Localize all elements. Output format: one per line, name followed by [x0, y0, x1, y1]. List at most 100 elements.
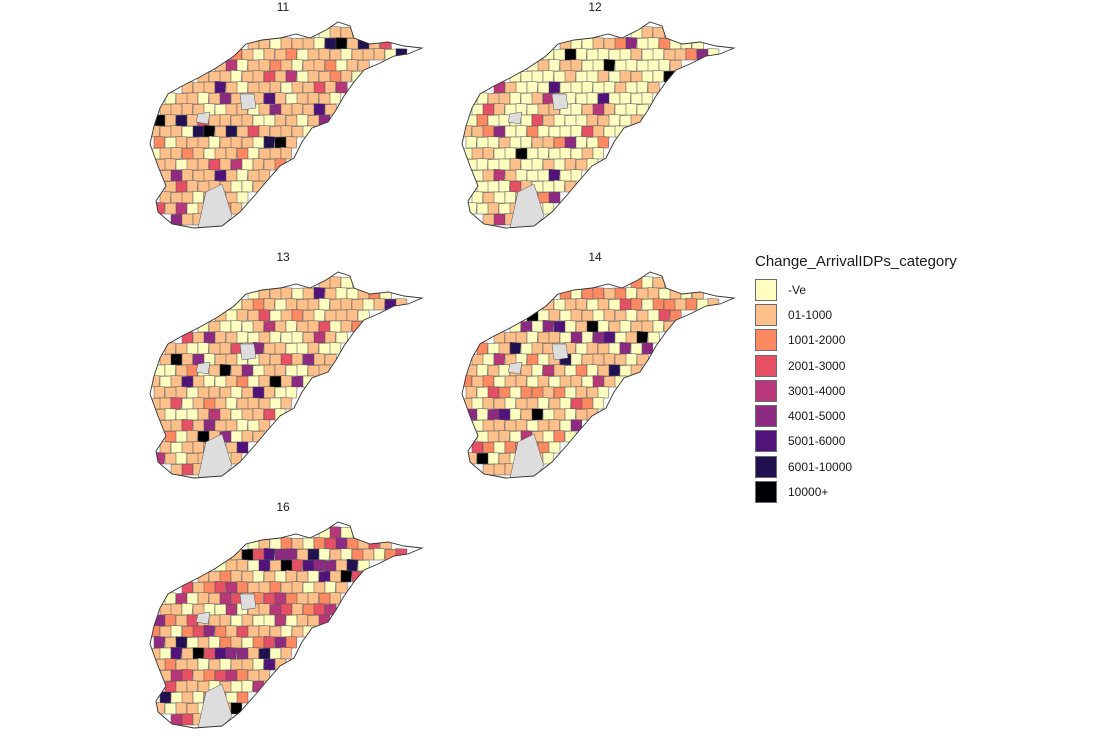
- district-cell: [291, 537, 305, 550]
- district-cell: [614, 59, 627, 72]
- district-cell: [181, 168, 194, 182]
- district-cell: [498, 158, 511, 171]
- district-cell: [296, 70, 309, 83]
- district-cell: [482, 103, 495, 116]
- district-cell: [313, 103, 326, 116]
- district-cell: [258, 309, 271, 322]
- district-cell: [476, 386, 489, 399]
- district-cell: [285, 614, 298, 627]
- district-cell: [313, 36, 326, 50]
- district-cell: [553, 114, 566, 127]
- district-cell: [203, 147, 217, 160]
- district-cell: [263, 658, 276, 671]
- district-cell: [313, 603, 326, 616]
- district-cell: [274, 298, 287, 311]
- district-cell: [302, 103, 315, 116]
- district-cell: [515, 147, 529, 160]
- district-cell: [373, 47, 386, 61]
- legend-item: 01-1000: [755, 302, 957, 327]
- district-cell: [335, 331, 348, 344]
- district-cell: [493, 352, 506, 366]
- district-cell: [504, 169, 517, 182]
- district-cell: [252, 136, 265, 149]
- district-cell: [181, 397, 194, 410]
- district-cell: [504, 147, 517, 160]
- district-cell: [236, 331, 249, 344]
- district-cell: [247, 169, 260, 182]
- district-cell: [476, 113, 489, 127]
- district-cell: [208, 364, 221, 377]
- district-cell: [559, 147, 572, 160]
- district-cell: [652, 69, 665, 83]
- district-cell: [542, 69, 555, 83]
- country-outline: [149, 271, 424, 479]
- district-cell: [258, 353, 271, 366]
- district-cell: [570, 81, 583, 94]
- district-cell: [252, 48, 265, 61]
- district-cell: [258, 81, 271, 94]
- district-cell: [181, 375, 195, 388]
- district-cell: [263, 320, 277, 333]
- district-cell: [636, 103, 650, 116]
- district-cell: [608, 92, 621, 105]
- district-cell: [335, 37, 348, 50]
- district-cell: [186, 702, 200, 715]
- district-cell: [537, 103, 550, 116]
- district-cell: [531, 113, 544, 127]
- district-cell: [542, 364, 555, 377]
- district-cell: [570, 59, 583, 72]
- district-cell: [159, 375, 172, 388]
- district-cell: [647, 37, 660, 50]
- district-cell: [608, 364, 621, 377]
- district-cell: [575, 92, 588, 105]
- district-cell: [362, 548, 375, 561]
- choropleth-map: [149, 21, 424, 229]
- district-cell: [181, 125, 195, 138]
- district-cell: [164, 430, 178, 443]
- district-cell: [252, 570, 265, 583]
- district-cell: [498, 386, 512, 399]
- district-cell: [302, 353, 315, 366]
- district-cell: [241, 408, 254, 421]
- district-cell: [592, 396, 605, 410]
- district-cell: [482, 125, 495, 138]
- district-cell: [181, 441, 194, 454]
- district-cell: [379, 287, 392, 300]
- legend-item: 10000+: [755, 479, 957, 504]
- district-cell: [647, 81, 660, 94]
- district-cell: [570, 397, 584, 410]
- district-cell: [247, 669, 260, 682]
- district-cell: [214, 419, 228, 432]
- district-cell: [548, 375, 562, 388]
- district-cell: [335, 81, 348, 94]
- district-cell: [263, 135, 276, 149]
- district-cell: [608, 342, 621, 355]
- district-cell: [526, 125, 539, 138]
- district-cell: [520, 364, 533, 377]
- district-cell: [258, 147, 272, 160]
- district-cell: [208, 658, 221, 671]
- district-cell: [307, 548, 320, 561]
- district-cell: [603, 308, 616, 322]
- district-cell: [324, 80, 337, 94]
- legend-label: 3001-4000: [788, 383, 846, 398]
- district-cell: [597, 342, 611, 355]
- district-cell: [487, 386, 500, 399]
- district-cell: [274, 48, 287, 61]
- district-cell: [329, 298, 342, 311]
- district-cell: [471, 397, 484, 410]
- district-cell: [597, 364, 610, 377]
- district-cell: [603, 102, 616, 116]
- district-cell: [373, 547, 386, 561]
- district-cell: [504, 81, 518, 94]
- district-cell: [603, 58, 616, 72]
- district-cell: [307, 298, 320, 311]
- district-cell: [296, 592, 309, 605]
- district-cell: [203, 374, 216, 388]
- district-cell: [625, 103, 638, 116]
- district-cell: [274, 136, 287, 149]
- district-cell: [581, 147, 594, 160]
- district-cell: [658, 58, 671, 72]
- district-cell: [351, 548, 365, 561]
- district-cell: [197, 91, 210, 105]
